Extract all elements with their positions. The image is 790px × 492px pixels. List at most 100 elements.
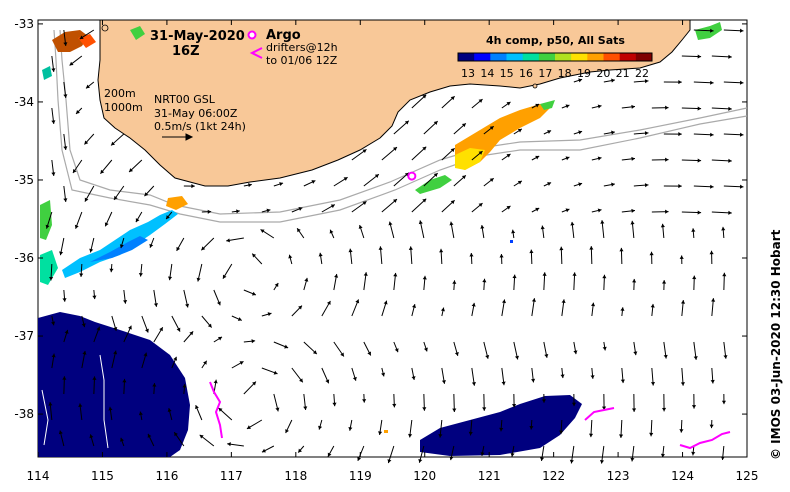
current-arrowhead xyxy=(227,442,231,447)
current-arrowhead xyxy=(72,169,77,174)
current-arrowhead xyxy=(578,130,583,135)
x-tick-label: 123 xyxy=(607,469,630,483)
current-arrowhead xyxy=(535,103,540,108)
colorbar-tick-label: 22 xyxy=(635,67,649,80)
current-arrowhead xyxy=(489,178,494,183)
current-arrowhead xyxy=(665,105,669,110)
y-axis: -33 -34 -35 -36 -37 -38 xyxy=(14,17,747,421)
current-vectors xyxy=(45,28,744,464)
current-arrowhead xyxy=(213,379,218,384)
vector-scale-label: 0.5m/s (1kt 24h) xyxy=(154,120,246,133)
current-arrowhead xyxy=(650,381,656,386)
current-arrowhead xyxy=(326,300,331,305)
island xyxy=(101,24,109,32)
current-arrowhead xyxy=(471,302,476,307)
current-arrowhead xyxy=(51,321,56,326)
current-arrowhead xyxy=(159,327,163,332)
current-arrowhead xyxy=(279,182,284,187)
current-arrowhead xyxy=(578,78,583,83)
current-arrowhead xyxy=(348,248,353,253)
current-arrowhead xyxy=(92,376,97,380)
current-arrowhead xyxy=(559,430,564,435)
drifter-track xyxy=(679,431,731,450)
current-arrowhead xyxy=(393,272,398,277)
current-arrowhead xyxy=(678,80,682,85)
current-arrowhead xyxy=(590,375,595,379)
current-arrowhead xyxy=(288,254,293,259)
current-arrowhead xyxy=(393,199,397,203)
current-arrowhead xyxy=(679,429,684,433)
argo-float xyxy=(407,171,417,181)
current-arrowhead xyxy=(454,352,459,356)
y-tick-label: -37 xyxy=(14,329,34,343)
current-arrowhead xyxy=(599,459,605,464)
current-arrowhead xyxy=(49,276,54,281)
current-arrowhead xyxy=(531,298,536,302)
current-arrowhead xyxy=(691,228,696,232)
current-arrowhead xyxy=(418,458,423,463)
current-arrowhead xyxy=(588,433,594,438)
colorbar-segment xyxy=(538,53,556,61)
current-arrowhead xyxy=(631,208,635,213)
current-arrowhead xyxy=(239,361,244,365)
current-arrowhead xyxy=(542,272,547,276)
current-arrowhead xyxy=(216,301,221,306)
current-arrowhead xyxy=(440,307,445,312)
current-arrowhead xyxy=(348,426,353,431)
colorbar-tick-label: 15 xyxy=(500,67,514,80)
colorbar-tick-label: 17 xyxy=(538,67,552,80)
current-arrowhead xyxy=(728,158,732,163)
current-arrowhead xyxy=(565,156,570,161)
x-tick-label: 120 xyxy=(413,469,436,483)
current-arrowhead xyxy=(394,348,399,353)
current-arrowhead xyxy=(565,208,570,213)
x-axis: 114 115 116 117 118 119 120 121 122 123 124 125 xyxy=(27,20,758,483)
current-arrowhead xyxy=(573,350,578,355)
current-arrowhead xyxy=(660,453,666,458)
current-arrowhead xyxy=(330,204,335,209)
current-arrowhead xyxy=(469,253,474,257)
date-label: 31-May-2020 xyxy=(150,29,245,44)
current-arrowhead xyxy=(569,459,574,464)
current-arrowhead xyxy=(340,352,344,357)
current-arrowhead xyxy=(62,376,67,380)
current-arrowhead xyxy=(252,253,257,258)
current-arrowhead xyxy=(506,205,511,210)
current-arrowhead xyxy=(119,244,124,249)
current-arrowhead xyxy=(176,327,181,332)
colorbar-segment xyxy=(571,53,588,61)
current-arrowhead xyxy=(693,356,698,360)
current-arrowhead xyxy=(739,80,744,85)
current-arrowhead xyxy=(237,317,242,321)
current-arrowhead xyxy=(149,243,154,248)
y-tick-label: -38 xyxy=(14,407,34,421)
current-arrowhead xyxy=(236,209,240,214)
current-arrowhead xyxy=(69,61,74,66)
current-arrowhead xyxy=(362,399,367,403)
current-arrowhead xyxy=(547,182,552,186)
current-arrowhead xyxy=(510,452,515,457)
current-arrowhead xyxy=(720,456,725,460)
y-tick-label: -36 xyxy=(14,251,34,265)
current-arrowhead xyxy=(517,128,522,133)
current-arrowhead xyxy=(571,402,577,407)
current-arrowhead xyxy=(578,182,583,187)
current-arrowhead xyxy=(207,209,212,214)
current-arrowhead xyxy=(665,209,669,214)
current-arrowhead xyxy=(711,298,716,302)
current-arrowhead xyxy=(452,280,457,284)
current-arrowhead xyxy=(697,54,702,59)
current-arrowhead xyxy=(267,312,272,317)
current-arrowhead xyxy=(273,370,278,375)
current-arrowhead xyxy=(418,220,423,225)
product-time: 31-May 06:00Z xyxy=(154,107,238,120)
current-arrowhead xyxy=(113,350,118,355)
current-arrowhead xyxy=(81,323,86,328)
current-arrowhead xyxy=(79,35,84,40)
current-arrowhead xyxy=(334,273,339,278)
argo-legend-label: Argo xyxy=(266,28,301,43)
current-arrowhead xyxy=(678,132,682,137)
sst-northwest-patches xyxy=(42,26,145,80)
current-arrowhead xyxy=(167,408,172,412)
